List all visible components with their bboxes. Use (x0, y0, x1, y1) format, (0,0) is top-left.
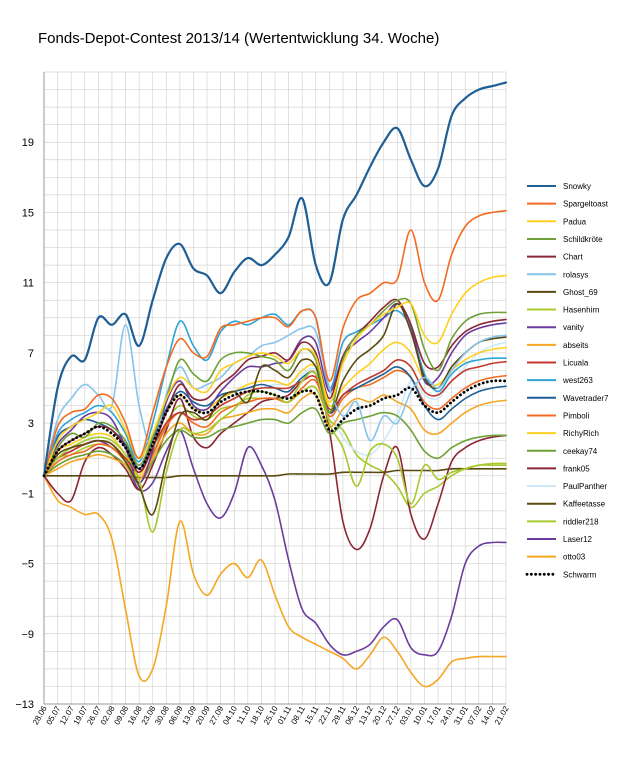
legend-label: riddler218 (563, 517, 599, 526)
series-line-schwarm (42, 379, 508, 478)
legend-label: Padua (563, 217, 587, 226)
legend-label: west263 (562, 376, 593, 385)
series-line-snowky (42, 81, 508, 477)
series-line-schildkr-te (43, 297, 507, 477)
legend-label: Snowky (563, 182, 591, 191)
legend-label: Chart (563, 253, 583, 262)
series-line-ceekay74 (43, 407, 507, 484)
series-line-otto03 (43, 475, 507, 688)
y-tick-label: −13 (15, 699, 34, 711)
y-tick-label: −1 (21, 488, 34, 500)
series-line-kaffeetasse (43, 467, 507, 479)
legend-label: Licuala (563, 359, 589, 368)
legend-label: otto03 (563, 553, 586, 562)
y-tick-label: 3 (28, 418, 34, 430)
legend-label: RichyRich (563, 429, 599, 438)
legend-label: Kaffeetasse (563, 500, 606, 509)
chart-title: Fonds-Depot-Contest 2013/14 (Wertentwick… (38, 30, 440, 47)
legend-label: Wavetrader7 (563, 394, 609, 403)
x-axis-ticks: 28.0605.0712.0719.0726.0702.0809.0816.08… (31, 704, 511, 726)
y-tick-label: 19 (22, 137, 34, 149)
legend-label: ceekay74 (563, 447, 598, 456)
legend-label: abseits (563, 341, 588, 350)
legend-label: Hasenhirn (563, 306, 599, 315)
y-tick-label: −9 (21, 629, 34, 641)
legend-label: frank05 (563, 464, 590, 473)
legend-label: Ghost_69 (563, 288, 598, 297)
series-line-padua (43, 274, 507, 477)
legend: Snowky Spargeltoast Padua Schildkröte Chart r… (525, 182, 609, 579)
series-line-paulpanther (43, 341, 507, 477)
series-line-west263 (43, 308, 507, 477)
legend-label: Schildkröte (563, 235, 603, 244)
series-lines (42, 81, 508, 688)
legend-label: rolasys (563, 270, 588, 279)
series-line-licuala (43, 359, 507, 477)
series-line-rolasys (43, 324, 507, 477)
y-tick-label: 11 (23, 278, 34, 290)
y-tick-label: 7 (28, 348, 34, 360)
legend-label: vanity (563, 323, 584, 332)
legend-label: Laser12 (563, 535, 592, 544)
legend-label: Schwarm (563, 570, 597, 579)
legend-label: PaulPanther (563, 482, 607, 491)
series-line-abseits (43, 392, 507, 481)
legend-label: Spargeltoast (563, 200, 609, 209)
series-line-spargeltoast (43, 209, 507, 477)
series-line-ghost-69 (43, 302, 507, 516)
y-tick-label: 15 (22, 207, 34, 219)
y-tick-label: −5 (21, 559, 34, 571)
legend-label: Pimboli (563, 411, 589, 420)
x-tick-label: 21.02 (493, 704, 511, 726)
